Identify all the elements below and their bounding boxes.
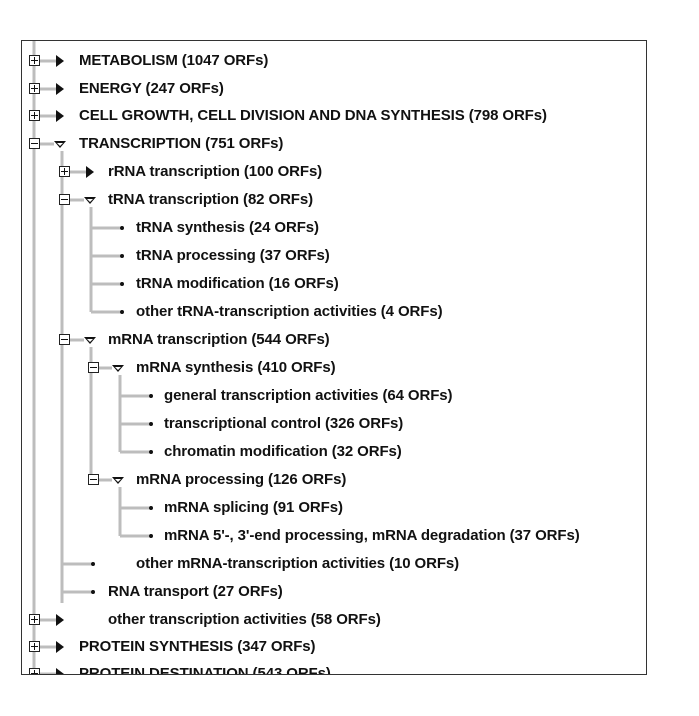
tree-item-label: mRNA splicing (91 ORFs)	[164, 499, 343, 516]
tree-item-label: tRNA transcription (82 ORFs)	[108, 191, 313, 208]
collapsed-arrow-icon	[86, 166, 94, 178]
tree-item-label: mRNA transcription (544 ORFs)	[108, 331, 330, 348]
collapsed-arrow-icon	[56, 641, 64, 653]
expanded-arrow-icon	[84, 337, 96, 344]
leaf-bullet-icon	[149, 534, 153, 538]
collapse-toggle-icon[interactable]	[88, 362, 99, 373]
expand-toggle-icon[interactable]	[29, 110, 40, 121]
tree-item-label: PROTEIN SYNTHESIS (347 ORFs)	[79, 638, 316, 655]
category-tree-panel: METABOLISM (1047 ORFs) ENERGY (247 ORFs)…	[21, 40, 647, 675]
expand-toggle-icon[interactable]	[29, 641, 40, 652]
expand-toggle-icon[interactable]	[59, 166, 70, 177]
tree-item-label: CELL GROWTH, CELL DIVISION AND DNA SYNTH…	[79, 107, 547, 124]
tree-item-label: METABOLISM (1047 ORFs)	[79, 52, 269, 69]
tree-item-label: RNA transport (27 ORFs)	[108, 583, 283, 600]
leaf-bullet-icon	[149, 394, 153, 398]
expanded-arrow-icon	[112, 365, 124, 372]
tree-item-label: tRNA modification (16 ORFs)	[136, 275, 339, 292]
tree-item-label: transcriptional control (326 ORFs)	[164, 415, 404, 432]
leaf-bullet-icon	[120, 310, 124, 314]
expand-toggle-icon[interactable]	[29, 55, 40, 66]
collapse-toggle-icon[interactable]	[88, 474, 99, 485]
tree-item-label: ENERGY (247 ORFs)	[79, 80, 224, 97]
expanded-arrow-icon	[112, 477, 124, 484]
collapsed-arrow-icon	[56, 83, 64, 95]
leaf-bullet-icon	[149, 506, 153, 510]
collapse-toggle-icon[interactable]	[59, 334, 70, 345]
leaf-bullet-icon	[91, 562, 95, 566]
leaf-bullet-icon	[120, 282, 124, 286]
tree-item-label: PROTEIN DESTINATION (543 ORFs)	[79, 665, 331, 675]
tree-item-label: tRNA synthesis (24 ORFs)	[136, 219, 319, 236]
expand-toggle-icon[interactable]	[29, 614, 40, 625]
collapse-toggle-icon[interactable]	[59, 194, 70, 205]
leaf-bullet-icon	[120, 254, 124, 258]
leaf-bullet-icon	[91, 590, 95, 594]
leaf-bullet-icon	[149, 450, 153, 454]
collapsed-arrow-icon	[56, 110, 64, 122]
tree-item-label: rRNA transcription (100 ORFs)	[108, 163, 323, 180]
expand-toggle-icon[interactable]	[29, 83, 40, 94]
tree-item-label: other mRNA-transcription activities (10 …	[136, 555, 460, 572]
collapsed-arrow-icon	[56, 668, 64, 674]
tree-item-label: tRNA processing (37 ORFs)	[136, 247, 330, 264]
expanded-arrow-icon	[54, 141, 66, 148]
expand-toggle-icon[interactable]	[29, 668, 40, 674]
collapse-toggle-icon[interactable]	[29, 138, 40, 149]
tree-item-label: other tRNA-transcription activities (4 O…	[136, 303, 443, 320]
expanded-arrow-icon	[84, 197, 96, 204]
tree-item-label: mRNA processing (126 ORFs)	[136, 471, 347, 488]
leaf-bullet-icon	[120, 226, 124, 230]
collapsed-arrow-icon	[56, 55, 64, 67]
tree-item-label: chromatin modification (32 ORFs)	[164, 443, 402, 460]
tree-item-label: TRANSCRIPTION (751 ORFs)	[79, 135, 284, 152]
tree-item-label: mRNA 5'-, 3'-end processing, mRNA degrad…	[164, 527, 580, 544]
collapsed-arrow-icon	[56, 614, 64, 626]
leaf-bullet-icon	[149, 422, 153, 426]
tree-item-label: other transcription activities (58 ORFs)	[108, 611, 381, 628]
tree-item-label: mRNA synthesis (410 ORFs)	[136, 359, 336, 376]
tree-item-label: general transcription activities (64 ORF…	[164, 387, 453, 404]
